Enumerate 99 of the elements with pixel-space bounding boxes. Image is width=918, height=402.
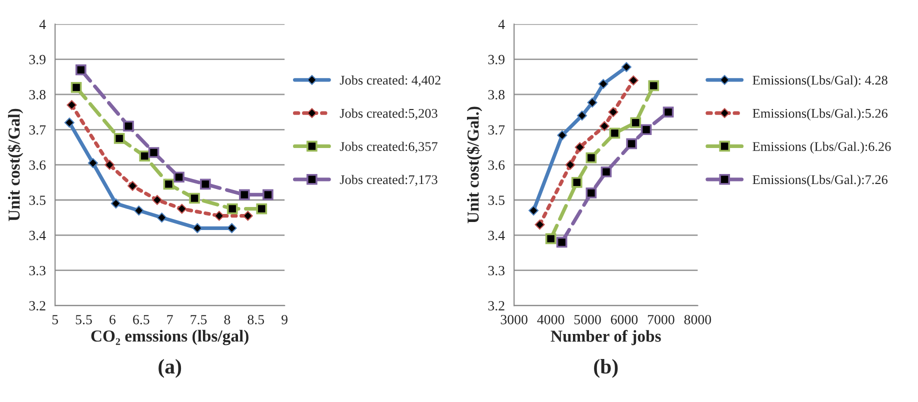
point — [148, 147, 160, 158]
y-tick-label: 3.6 — [29, 160, 46, 170]
x-axis-title: Number of jobs — [550, 330, 661, 346]
point — [662, 106, 674, 118]
y-tick-label: 3.8 — [29, 90, 46, 100]
point — [226, 223, 237, 234]
y-tick-label: 3.5 — [29, 196, 46, 206]
point — [134, 206, 144, 216]
x-tick-label: 8000 — [684, 314, 712, 324]
legend-label: Jobs created: 4,402 — [340, 75, 440, 87]
point — [648, 80, 660, 92]
point — [599, 121, 610, 132]
point — [128, 180, 138, 191]
point — [114, 133, 125, 144]
point — [66, 100, 77, 110]
x-tick-label: 7.5 — [190, 315, 207, 324]
x-tick-label: 6.5 — [133, 314, 150, 324]
y-tick-label: 3.7 — [488, 125, 505, 135]
y-tick-label: 3.9 — [488, 54, 504, 64]
point — [226, 203, 238, 214]
point — [609, 128, 620, 139]
y-tick-label: 4 — [39, 20, 46, 29]
point — [104, 160, 115, 170]
point — [557, 130, 568, 140]
point — [176, 204, 187, 214]
x-tick-label: 6 — [110, 314, 116, 324]
point — [174, 172, 184, 183]
point — [163, 178, 174, 190]
x-tick-label: 4000 — [537, 314, 564, 324]
point — [565, 160, 576, 170]
y-tick-label: 3.9 — [29, 54, 46, 64]
x-tick-label: 7000 — [648, 314, 674, 324]
point — [110, 198, 121, 208]
point — [192, 223, 202, 234]
point — [88, 158, 98, 168]
point — [189, 192, 200, 204]
legend-label: Emissions(Lbs/Gal): 4.28 — [752, 75, 888, 88]
x-tick-label: 8 — [224, 314, 230, 324]
point — [64, 118, 74, 128]
y-tick-label: 3.3 — [488, 266, 505, 276]
point — [214, 210, 224, 221]
y-tick-label: 3.2 — [488, 301, 504, 311]
point — [123, 120, 134, 132]
point — [75, 64, 86, 76]
legend-label: Emissions (Lbs/Gal.):6.26 — [752, 142, 891, 154]
legend-label: Emissions(Lbs/Gal.):7.26 — [752, 174, 888, 187]
point — [70, 82, 82, 93]
x-axis-title: CO₂ emssions (lbs/gal) — [91, 330, 248, 346]
point — [608, 107, 618, 118]
y-tick-label: 3.8 — [488, 90, 505, 100]
legend-label: Jobs created:7,173 — [340, 174, 438, 186]
y-tick-label: 3.4 — [29, 230, 46, 240]
point — [152, 195, 162, 205]
x-tick-label: 5.5 — [76, 315, 92, 324]
legend-label: Jobs created:5,203 — [340, 108, 438, 120]
point — [586, 152, 597, 164]
point — [534, 220, 545, 230]
x-tick-label: 8.5 — [248, 314, 264, 324]
y-axis-title: Unit cost($/Gal.) — [466, 106, 482, 224]
point — [256, 203, 268, 214]
y-tick-label: 3.5 — [488, 196, 505, 206]
point — [598, 78, 608, 89]
legend-label: Jobs created:6,357 — [340, 142, 438, 153]
point — [640, 124, 652, 136]
y-tick-label: 3.4 — [488, 230, 505, 240]
point — [586, 188, 597, 198]
point — [139, 150, 150, 162]
point — [628, 75, 638, 86]
point — [156, 212, 167, 223]
point — [574, 142, 585, 152]
point — [528, 206, 539, 216]
point — [626, 138, 637, 150]
y-tick-label: 3.2 — [29, 301, 46, 311]
x-tick-label: 5 — [52, 315, 58, 324]
point — [600, 166, 612, 178]
point — [262, 189, 274, 200]
text: (b) — [594, 358, 618, 378]
y-tick-label: 4 — [498, 20, 505, 29]
point — [577, 110, 587, 121]
point — [571, 176, 582, 188]
point — [556, 236, 568, 248]
x-tick-label: 6000 — [610, 314, 638, 324]
x-tick-label: 7 — [167, 315, 173, 324]
point — [239, 189, 250, 200]
point — [242, 210, 253, 221]
legend-label: Emissions(Lbs/Gal.):5.26 — [752, 108, 888, 120]
y-tick-label: 3.3 — [29, 266, 46, 276]
y-tick-label: 3.6 — [488, 160, 505, 170]
point — [621, 62, 632, 72]
point — [630, 117, 642, 128]
y-axis-title: Unit cost($/Gal) — [8, 108, 24, 222]
point — [200, 178, 211, 190]
text: (a) — [158, 358, 182, 378]
point — [587, 98, 598, 108]
x-tick-label: 9 — [282, 314, 288, 324]
y-tick-label: 3.7 — [29, 125, 46, 135]
x-tick-label: 5000 — [574, 314, 601, 324]
point — [545, 233, 556, 244]
x-tick-label: 3000 — [500, 314, 528, 324]
